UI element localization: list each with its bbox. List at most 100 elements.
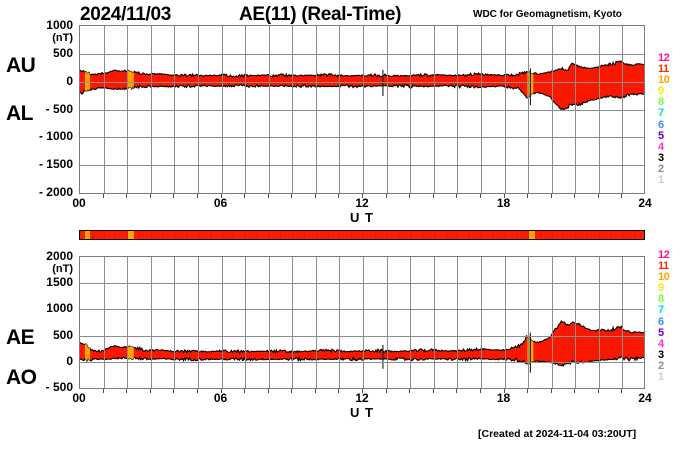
legend-item-5: 5 bbox=[658, 326, 664, 339]
x-axis-tickmark bbox=[551, 389, 552, 393]
strip-striation bbox=[516, 231, 518, 239]
gridline-vertical bbox=[505, 257, 506, 388]
x-axis-tick-label: 06 bbox=[213, 196, 228, 210]
gridline-vertical bbox=[174, 257, 175, 388]
low-station-overlay bbox=[127, 346, 134, 360]
x-axis-tickmark bbox=[504, 389, 505, 393]
gridline-horizontal bbox=[80, 137, 644, 138]
x-axis-tickmark bbox=[598, 194, 599, 198]
x-axis-tickmark bbox=[362, 389, 363, 393]
strip-striation bbox=[386, 231, 388, 239]
strip-striation bbox=[469, 231, 471, 239]
legend-item-2: 2 bbox=[658, 162, 664, 175]
gridline-vertical bbox=[528, 257, 529, 388]
legend-item-11: 11 bbox=[658, 63, 669, 76]
x-axis-tick-label: 00 bbox=[72, 391, 86, 405]
gridline-vertical bbox=[410, 26, 411, 193]
strip-striation bbox=[539, 231, 541, 239]
strip-striation bbox=[551, 231, 553, 239]
strip-striation bbox=[315, 231, 317, 239]
x-axis-tickmark bbox=[268, 389, 269, 393]
gridline-vertical bbox=[599, 257, 600, 388]
station-count-legend-bottom: 12 11 10 9 8 7 6 5 4 3 2 1 bbox=[658, 249, 684, 384]
gridline-vertical bbox=[339, 257, 340, 388]
gridline-vertical bbox=[575, 26, 576, 193]
station-count-segment bbox=[128, 231, 135, 239]
gridline-vertical bbox=[387, 26, 388, 193]
strip-striation bbox=[610, 231, 612, 239]
strip-striation bbox=[528, 231, 530, 239]
x-axis-tickmark bbox=[197, 389, 198, 393]
gridline-vertical bbox=[269, 257, 270, 388]
legend-item-6: 6 bbox=[658, 118, 664, 131]
legend-item-8: 8 bbox=[658, 96, 664, 109]
gridline-vertical bbox=[104, 26, 105, 193]
x-axis-tickmark bbox=[551, 194, 552, 198]
strip-striation bbox=[374, 231, 376, 239]
strip-striation bbox=[563, 231, 565, 239]
station-count-strip bbox=[79, 230, 645, 240]
gridline-vertical bbox=[222, 26, 223, 193]
legend-item-7: 7 bbox=[658, 107, 664, 120]
strip-striation bbox=[162, 231, 164, 239]
gridline-vertical bbox=[552, 257, 553, 388]
gridline-vertical bbox=[410, 257, 411, 388]
x-axis-tickmark bbox=[527, 194, 528, 198]
legend-item-4: 4 bbox=[658, 140, 664, 153]
y-axis-tick-label: - 1500 bbox=[38, 157, 73, 172]
gridline-vertical bbox=[528, 26, 529, 193]
low-station-overlay bbox=[84, 71, 90, 92]
y-axis-unit-label: (nT) bbox=[52, 32, 73, 44]
gridline-vertical bbox=[481, 26, 482, 193]
strip-striation bbox=[327, 231, 329, 239]
gridline-vertical bbox=[198, 26, 199, 193]
strip-striation bbox=[174, 231, 176, 239]
gridline-horizontal bbox=[80, 54, 644, 55]
au-al-plot-area bbox=[79, 25, 645, 194]
x-axis-tickmark bbox=[409, 389, 410, 393]
low-station-overlay bbox=[127, 70, 134, 90]
strip-striation bbox=[127, 231, 129, 239]
legend-item-12: 12 bbox=[658, 249, 670, 261]
x-axis-tickmark bbox=[291, 389, 292, 393]
x-axis-tickmark bbox=[315, 194, 316, 198]
legend-item-3: 3 bbox=[658, 151, 664, 164]
legend-item-1: 1 bbox=[658, 174, 664, 187]
x-axis-tickmark bbox=[244, 389, 245, 393]
x-axis-tickmark bbox=[621, 194, 622, 198]
strip-striation bbox=[575, 231, 577, 239]
strip-striation bbox=[433, 231, 435, 239]
x-axis-tick-label: 06 bbox=[213, 391, 228, 405]
legend-item-4: 4 bbox=[658, 337, 664, 350]
legend-item-10: 10 bbox=[658, 74, 670, 87]
series-label-ao: AO bbox=[6, 366, 37, 389]
gridline-vertical bbox=[622, 257, 623, 388]
strip-striation bbox=[256, 231, 258, 239]
gridline-vertical bbox=[127, 257, 128, 388]
x-axis-tickmark bbox=[103, 389, 104, 393]
gridline-vertical bbox=[434, 257, 435, 388]
series-label-au: AU bbox=[6, 54, 36, 77]
legend-item-12: 12 bbox=[658, 52, 670, 64]
strip-striation bbox=[221, 231, 223, 239]
gridline-vertical bbox=[316, 26, 317, 193]
x-axis-tickmark bbox=[456, 194, 457, 198]
gridline-horizontal bbox=[80, 336, 644, 337]
legend-item-1: 1 bbox=[658, 371, 664, 384]
x-axis-tickmark bbox=[315, 389, 316, 393]
strip-striation bbox=[410, 231, 412, 239]
x-axis-tickmark bbox=[574, 194, 575, 198]
y-axis-tick-label: 2000 bbox=[46, 249, 73, 263]
series-label-ae: AE bbox=[6, 326, 35, 349]
legend-item-10: 10 bbox=[658, 271, 670, 284]
x-axis-tickmark bbox=[409, 194, 410, 198]
y-axis-tick-label: 0 bbox=[66, 73, 73, 88]
strip-striation bbox=[480, 231, 482, 239]
x-axis-tickmark bbox=[173, 389, 174, 393]
x-axis-tick-label: 12 bbox=[355, 196, 369, 210]
gridline-vertical bbox=[599, 26, 600, 193]
x-axis-tickmark bbox=[126, 194, 127, 198]
x-axis-tickmark bbox=[221, 389, 222, 393]
gridline-vertical bbox=[481, 257, 482, 388]
gridline-vertical bbox=[575, 257, 576, 388]
